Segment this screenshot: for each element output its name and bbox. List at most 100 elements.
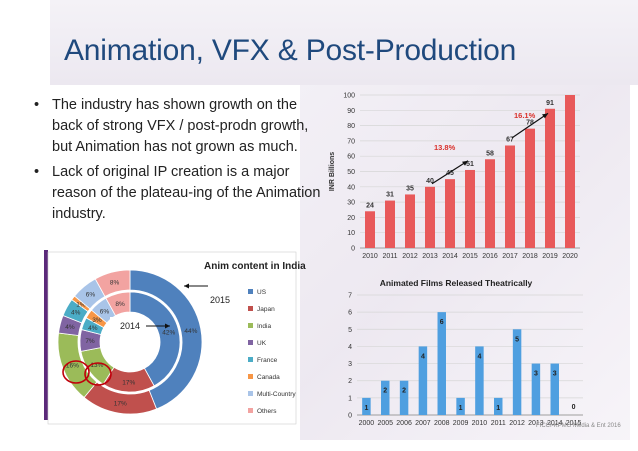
bar-2017 <box>505 145 515 248</box>
x-tick-label: 2015 <box>462 253 478 260</box>
bar-value-label: 45 <box>446 170 454 177</box>
pointer-arrow-head <box>165 323 170 329</box>
x-tick-label: 2000 <box>359 420 375 427</box>
y-tick-label: 10 <box>347 230 355 237</box>
chart-title: Anim content in India <box>204 261 306 272</box>
bar-2007 <box>418 346 428 415</box>
bar-value-label: 5 <box>515 336 519 343</box>
x-tick-label: 2019 <box>542 253 558 260</box>
bar-value-label: 67 <box>506 136 514 143</box>
legend-label: Japan <box>257 306 275 313</box>
bar-2005 <box>381 380 390 415</box>
x-tick-label: 2010 <box>362 253 378 260</box>
x-tick-label: 2012 <box>509 420 525 427</box>
x-tick-label: 2005 <box>377 420 393 427</box>
bar-value-label: 4 <box>477 353 481 360</box>
bar-value-label: 2 <box>383 388 387 395</box>
legend-swatch <box>248 289 253 294</box>
slice-label: 42% <box>162 330 175 337</box>
bar-2020 <box>565 95 575 248</box>
legend-label: France <box>257 357 278 364</box>
bar-2015 <box>465 169 475 248</box>
slice-label: 1% <box>76 301 86 308</box>
slice-label: 3% <box>92 317 102 324</box>
growth-arrow-head <box>542 113 548 119</box>
bar-value-label: 1 <box>364 405 368 412</box>
x-tick-label: 2011 <box>491 420 506 427</box>
x-tick-label: 2008 <box>434 420 450 427</box>
growth-arrow-head <box>462 160 468 166</box>
y-tick-label: 100 <box>343 93 355 100</box>
bar-2010 <box>475 346 484 415</box>
y-tick-label: 2 <box>348 378 352 385</box>
slice-label: 4% <box>65 324 75 331</box>
x-tick-label: 2012 <box>402 253 418 260</box>
y-tick-label: 30 <box>347 200 355 207</box>
bullet-list: • The industry has shown growth on the b… <box>32 95 322 229</box>
slide-title: Animation, VFX & Post-Production <box>64 34 517 67</box>
y-tick-label: 80 <box>347 123 355 130</box>
bar-2014 <box>550 363 559 415</box>
bullet-item: • The industry has shown growth on the b… <box>32 95 322 158</box>
bar-2013 <box>531 363 541 415</box>
y-tick-label: 20 <box>347 215 355 222</box>
x-tick-label: 2018 <box>522 253 538 260</box>
legend-label: Others <box>257 408 277 415</box>
bar-value-label: 4 <box>421 353 425 360</box>
legend-label: Multi-Country <box>257 391 296 398</box>
x-tick-label: 2016 <box>482 253 498 260</box>
y-tick-label: 40 <box>347 184 355 191</box>
bar-value-label: 91 <box>546 100 554 107</box>
y-tick-label: 5 <box>348 327 352 334</box>
chart-title: Animated Films Released Theatrically <box>380 278 533 288</box>
pointer-arrow-head <box>184 283 189 289</box>
slice-label: 17% <box>122 379 135 386</box>
legend-swatch <box>248 340 253 345</box>
legend-swatch <box>248 323 253 328</box>
animated-films-bar-chart: Animated Films Released Theatrically 0 1 2 3… <box>348 278 583 427</box>
bar-value-label: 35 <box>406 185 414 192</box>
bar-value-label: 6 <box>440 319 444 326</box>
slice-label: 8% <box>110 279 120 286</box>
x-tick-label: 2011 <box>382 253 397 260</box>
bar-value-label: 2 <box>402 388 406 395</box>
x-tick-label: 2006 <box>396 420 412 427</box>
ring-label-bg <box>110 317 146 333</box>
donut-slice-us <box>129 269 203 410</box>
y-tick-label: 4 <box>348 344 352 351</box>
slice-label: 7% <box>85 338 95 345</box>
x-tick-label: 2007 <box>415 420 431 427</box>
donut-slice-others <box>94 269 131 297</box>
legend-label: UK <box>257 340 267 347</box>
bar-2006 <box>399 380 409 415</box>
growth-annotation: 16.1% <box>514 111 536 120</box>
bar-value-label: 1 <box>459 405 463 412</box>
bar-value-label: 24 <box>366 202 374 209</box>
slice-label: 16% <box>66 362 79 369</box>
y-tick-label: 3 <box>348 361 352 368</box>
y-tick-label: 70 <box>347 138 355 145</box>
y-axis-label: INR Billions <box>329 152 336 191</box>
bar-2012 <box>512 329 522 415</box>
slice-label: 4% <box>88 325 98 332</box>
bullet-text: Lack of original IP creation is a major … <box>52 164 321 222</box>
bar-value-label: 3 <box>553 371 557 378</box>
x-tick-label: 2017 <box>502 253 518 260</box>
x-tick-label: 2014 <box>547 420 563 427</box>
bar-2008 <box>437 312 446 415</box>
bar-2000 <box>362 397 371 415</box>
title-bar <box>50 0 638 85</box>
bar-value-label: 3 <box>534 371 538 378</box>
highlight-circle <box>84 362 112 386</box>
y-tick-label: 1 <box>348 395 352 402</box>
bar-value-label: 1 <box>496 405 500 412</box>
growth-arrow <box>431 160 469 185</box>
slice-label: 17% <box>114 401 127 408</box>
x-tick-label: 2013 <box>422 253 438 260</box>
bar-value-label: 31 <box>386 192 394 199</box>
y-tick-label: 60 <box>347 154 355 161</box>
legend-label: US <box>257 289 267 296</box>
y-tick-label: 0 <box>348 413 352 420</box>
slice-label: 6% <box>86 292 96 299</box>
